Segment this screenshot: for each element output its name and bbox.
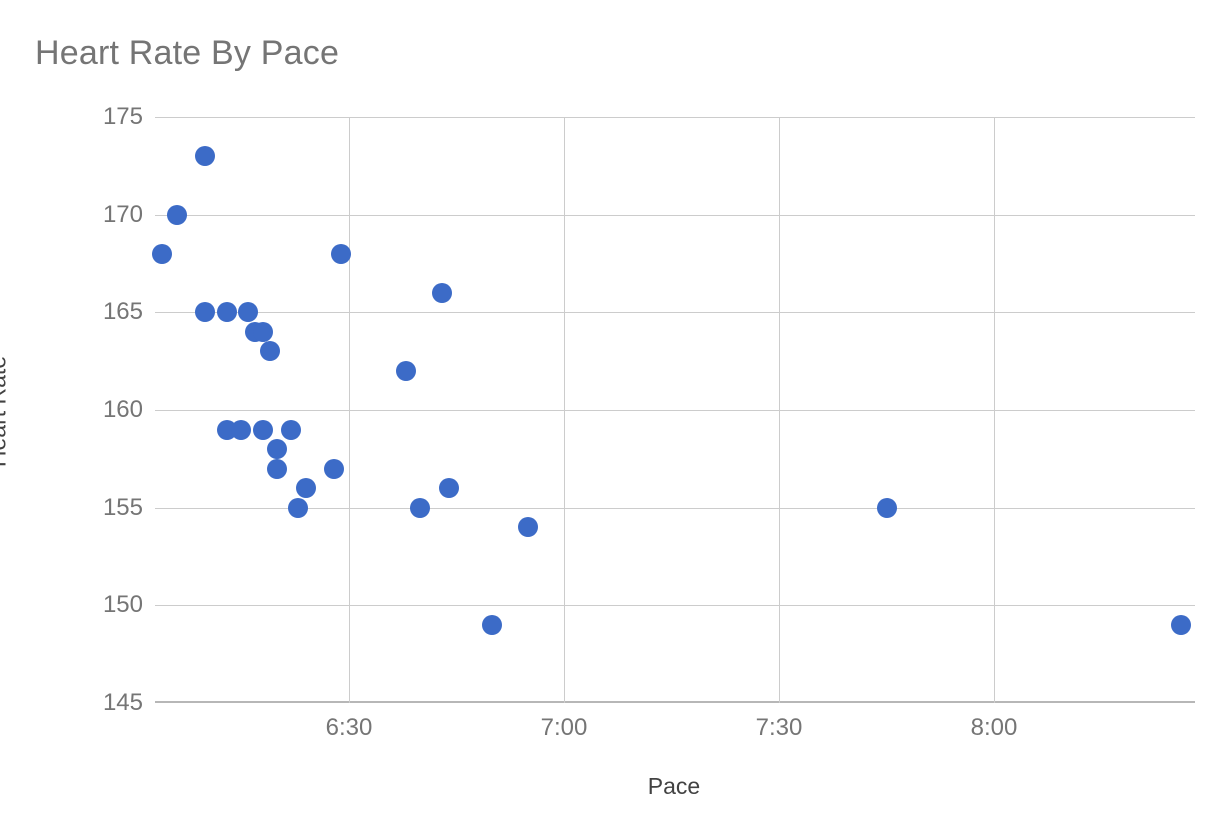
data-point (231, 419, 252, 440)
data-point (876, 497, 897, 518)
data-point (431, 282, 452, 303)
horizontal-gridline (155, 215, 1195, 216)
data-point (1170, 614, 1191, 635)
data-point (195, 302, 216, 323)
data-point (331, 243, 352, 264)
data-point (195, 146, 216, 167)
y-tick-label: 150 (102, 591, 143, 618)
vertical-gridline (779, 117, 780, 703)
horizontal-gridline (155, 508, 1195, 509)
y-tick-label: 175 (102, 103, 143, 130)
data-point (517, 517, 538, 538)
horizontal-gridline (155, 312, 1195, 313)
y-axis-title: Heart Rate (0, 355, 11, 468)
y-tick-label: 145 (102, 689, 143, 716)
data-point (252, 419, 273, 440)
data-point (295, 478, 316, 499)
chart-title: Heart Rate By Pace (35, 34, 340, 72)
data-point (259, 341, 280, 362)
data-point (238, 302, 259, 323)
y-tick-label: 165 (102, 298, 143, 325)
horizontal-gridline (155, 410, 1195, 411)
horizontal-gridline (155, 117, 1195, 118)
data-point (439, 478, 460, 499)
vertical-gridline (994, 117, 995, 703)
x-axis-line (155, 701, 1195, 703)
data-point (166, 204, 187, 225)
vertical-gridline (349, 117, 350, 703)
horizontal-gridline (155, 605, 1195, 606)
y-tick-label: 170 (102, 201, 143, 228)
vertical-gridline (564, 117, 565, 703)
x-tick-label: 7:00 (540, 714, 588, 741)
y-tick-label: 155 (102, 494, 143, 521)
data-point (216, 302, 237, 323)
data-point (482, 614, 503, 635)
data-point (266, 439, 287, 460)
x-tick-label: 6:30 (325, 714, 373, 741)
plot-area (152, 117, 1195, 703)
y-tick-label: 160 (102, 396, 143, 423)
x-tick-label: 7:30 (755, 714, 803, 741)
data-point (281, 419, 302, 440)
data-point (324, 458, 345, 479)
data-point (410, 497, 431, 518)
data-point (288, 497, 309, 518)
data-point (252, 321, 273, 342)
data-point (396, 360, 417, 381)
x-tick-label: 8:00 (970, 714, 1018, 741)
data-point (266, 458, 287, 479)
x-axis-title: Pace (647, 773, 701, 799)
data-point (152, 243, 173, 264)
